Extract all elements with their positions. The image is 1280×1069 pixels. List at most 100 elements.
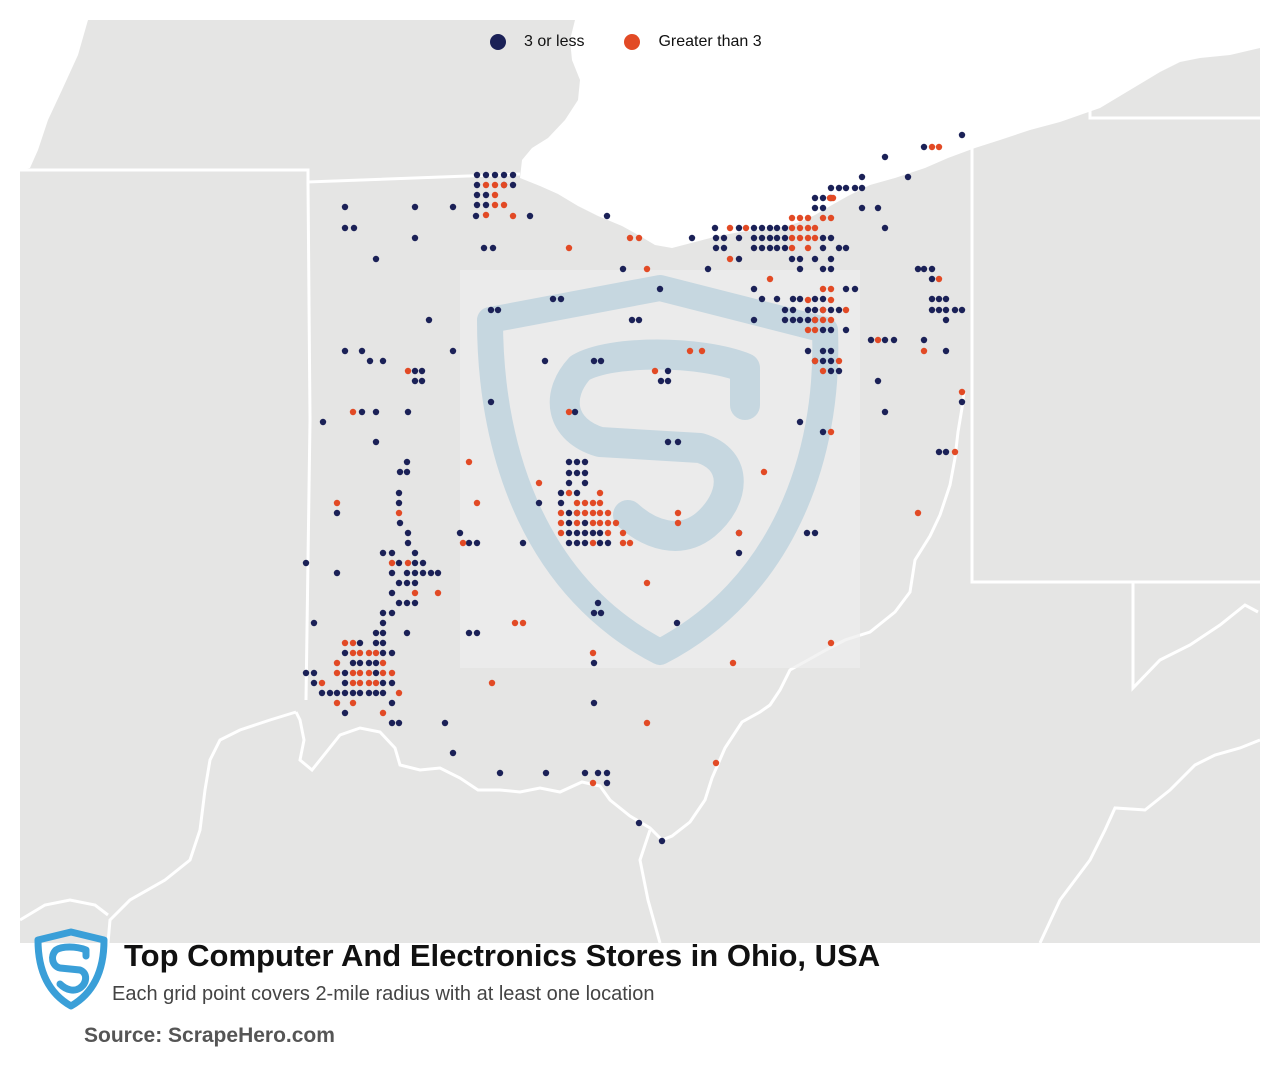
grid-point-3-or-less [673, 619, 681, 627]
grid-point-3-or-less [958, 306, 966, 314]
grid-point-greater-than-3 [509, 212, 517, 220]
scrapehero-shield-icon [34, 928, 108, 1010]
grid-point-3-or-less [491, 171, 499, 179]
grid-point-greater-than-3 [573, 519, 581, 527]
grid-point-3-or-less [750, 316, 758, 324]
grid-point-3-or-less [781, 316, 789, 324]
grid-point-3-or-less [935, 306, 943, 314]
grid-point-3-or-less [418, 377, 426, 385]
grid-point-greater-than-3 [804, 214, 812, 222]
grid-point-greater-than-3 [788, 234, 796, 242]
grid-point-3-or-less [766, 244, 774, 252]
source-credit: Source: ScrapeHero.com [84, 1024, 335, 1047]
grid-point-3-or-less [365, 659, 373, 667]
grid-point-3-or-less [766, 224, 774, 232]
grid-point-3-or-less [379, 357, 387, 365]
grid-point-3-or-less [758, 224, 766, 232]
grid-point-greater-than-3 [491, 181, 499, 189]
grid-point-3-or-less [473, 181, 481, 189]
grid-point-3-or-less [565, 469, 573, 477]
grid-point-greater-than-3 [788, 244, 796, 252]
grid-point-3-or-less [425, 316, 433, 324]
grid-point-3-or-less [388, 699, 396, 707]
grid-point-greater-than-3 [827, 639, 835, 647]
grid-point-3-or-less [500, 171, 508, 179]
grid-point-greater-than-3 [333, 699, 341, 707]
grid-point-greater-than-3 [686, 347, 694, 355]
grid-point-3-or-less [773, 234, 781, 242]
grid-point-3-or-less [758, 244, 766, 252]
grid-point-greater-than-3 [333, 659, 341, 667]
grid-point-3-or-less [851, 285, 859, 293]
grid-point-3-or-less [827, 265, 835, 273]
grid-point-greater-than-3 [365, 679, 373, 687]
grid-point-3-or-less [603, 779, 611, 787]
grid-point-greater-than-3 [596, 509, 604, 517]
grid-point-greater-than-3 [811, 316, 819, 324]
grid-point-greater-than-3 [349, 669, 357, 677]
grid-point-3-or-less [419, 559, 427, 567]
grid-point-greater-than-3 [488, 679, 496, 687]
legend-item-high: Greater than 3 [624, 33, 762, 51]
grid-point-3-or-less [942, 448, 950, 456]
grid-point-3-or-less [928, 306, 936, 314]
grid-point-greater-than-3 [349, 408, 357, 416]
grid-point-3-or-less [942, 295, 950, 303]
grid-point-3-or-less [557, 499, 565, 507]
grid-point-greater-than-3 [379, 709, 387, 717]
grid-point-3-or-less [657, 377, 665, 385]
grid-point-greater-than-3 [651, 367, 659, 375]
grid-point-3-or-less [358, 347, 366, 355]
grid-point-3-or-less [302, 669, 310, 677]
grid-point-3-or-less [827, 234, 835, 242]
grid-point-3-or-less [789, 295, 797, 303]
grid-point-3-or-less [711, 224, 719, 232]
grid-point-greater-than-3 [829, 194, 837, 202]
grid-point-3-or-less [773, 295, 781, 303]
grid-point-greater-than-3 [365, 649, 373, 657]
grid-point-3-or-less [395, 559, 403, 567]
grid-point-3-or-less [788, 255, 796, 263]
grid-point-3-or-less [656, 285, 664, 293]
grid-point-3-or-less [735, 224, 743, 232]
grid-point-3-or-less [596, 539, 604, 547]
grid-point-greater-than-3 [349, 649, 357, 657]
grid-point-3-or-less [935, 448, 943, 456]
grid-point-3-or-less [411, 377, 419, 385]
grid-point-3-or-less [473, 629, 481, 637]
grid-point-3-or-less [341, 224, 349, 232]
grid-point-3-or-less [434, 569, 442, 577]
grid-point-3-or-less [619, 265, 627, 273]
grid-point-greater-than-3 [804, 244, 812, 252]
grid-point-3-or-less [365, 689, 373, 697]
grid-point-3-or-less [473, 171, 481, 179]
grid-point-greater-than-3 [356, 669, 364, 677]
grid-point-3-or-less [827, 306, 835, 314]
grid-point-greater-than-3 [581, 499, 589, 507]
grid-point-3-or-less [494, 306, 502, 314]
grid-point-greater-than-3 [726, 255, 734, 263]
grid-point-3-or-less [482, 201, 490, 209]
grid-point-3-or-less [942, 316, 950, 324]
grid-point-3-or-less [465, 629, 473, 637]
grid-point-3-or-less [411, 203, 419, 211]
grid-point-3-or-less [766, 234, 774, 242]
grid-point-3-or-less [796, 316, 804, 324]
grid-point-3-or-less [302, 559, 310, 567]
grid-point-greater-than-3 [589, 539, 597, 547]
grid-point-3-or-less [372, 629, 380, 637]
grid-point-3-or-less [827, 357, 835, 365]
grid-point-3-or-less [418, 367, 426, 375]
grid-point-greater-than-3 [674, 519, 682, 527]
grid-point-3-or-less [881, 336, 889, 344]
grid-point-3-or-less [789, 316, 797, 324]
grid-point-3-or-less [356, 659, 364, 667]
grid-point-3-or-less [920, 265, 928, 273]
grid-point-3-or-less [573, 458, 581, 466]
grid-point-greater-than-3 [835, 357, 843, 365]
grid-point-3-or-less [712, 234, 720, 242]
grid-point-3-or-less [858, 173, 866, 181]
grid-point-greater-than-3 [827, 285, 835, 293]
grid-point-3-or-less [604, 539, 612, 547]
grid-point-3-or-less [827, 347, 835, 355]
